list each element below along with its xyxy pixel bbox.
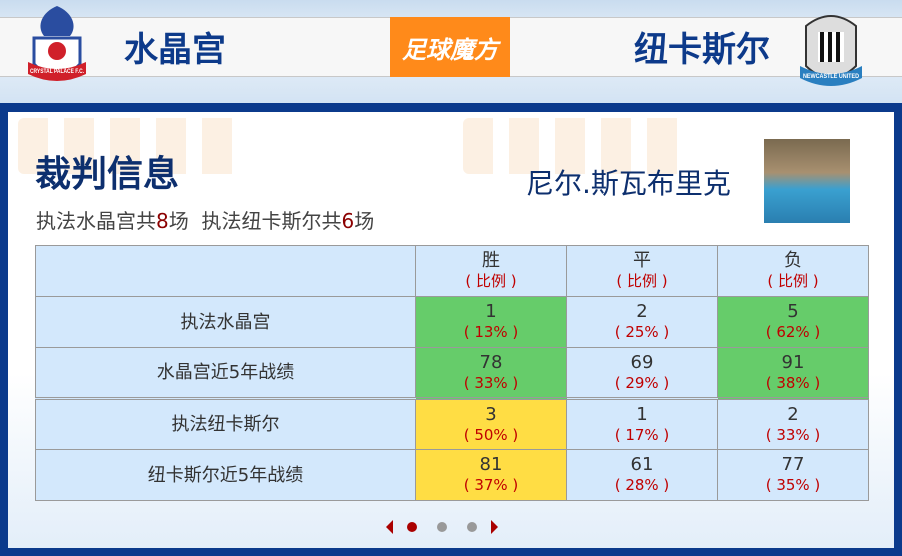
stat-cell: 1( 13% ) bbox=[415, 296, 567, 348]
ratio: ( 29% ) bbox=[614, 373, 670, 392]
home-team-name: 水晶宫 bbox=[124, 30, 226, 70]
away-logo-text: NEWCASTLE UNITED bbox=[803, 74, 860, 80]
brand-logo: 足球魔方 bbox=[390, 17, 510, 77]
stat-cell: 3( 50% ) bbox=[415, 397, 567, 450]
page-dot[interactable] bbox=[437, 522, 447, 532]
ratio: ( 28% ) bbox=[614, 476, 670, 494]
section-title: 裁判信息 bbox=[35, 154, 180, 195]
stat-cell: 69( 29% ) bbox=[566, 347, 718, 399]
table-header-row: 胜( 比例 ) 平( 比例 ) 负( 比例 ) bbox=[35, 245, 869, 297]
count: 2 bbox=[787, 403, 799, 425]
count: 91 bbox=[781, 351, 805, 373]
table-row: 水晶宫近5年战绩 78( 33% ) 69( 29% ) 91( 38% ) bbox=[35, 347, 869, 399]
ratio: ( 37% ) bbox=[463, 476, 519, 494]
ratio: ( 35% ) bbox=[765, 476, 821, 494]
count: 81 bbox=[479, 454, 503, 475]
stat-cell: 1( 17% ) bbox=[566, 397, 718, 450]
newcastle-logo: NEWCASTLE UNITED bbox=[800, 15, 862, 86]
ratio: ( 62% ) bbox=[765, 323, 821, 341]
header-draw: 平( 比例 ) bbox=[566, 245, 718, 297]
ratio: ( 25% ) bbox=[614, 323, 670, 341]
referee-photo bbox=[759, 134, 855, 228]
stat-cell: 2( 25% ) bbox=[566, 296, 718, 348]
watermark bbox=[463, 118, 683, 174]
referee-summary: 执法水晶宫共8场 执法纽卡斯尔共6场 bbox=[36, 209, 375, 233]
count: 2 bbox=[636, 301, 648, 322]
ratio: ( 17% ) bbox=[614, 425, 670, 444]
row-label: 纽卡斯尔近5年战绩 bbox=[35, 449, 416, 501]
ratio: ( 33% ) bbox=[463, 373, 519, 392]
stat-cell: 91( 38% ) bbox=[717, 347, 869, 399]
referee-name: 尼尔.斯瓦布里克 bbox=[526, 167, 731, 200]
referee-stats-table: 胜( 比例 ) 平( 比例 ) 负( 比例 ) 执法水晶宫 1( 13% ) 2( … bbox=[35, 245, 869, 501]
count: 1 bbox=[485, 301, 497, 322]
pager bbox=[386, 520, 498, 534]
table-row: 执法纽卡斯尔 3( 50% ) 1( 17% ) 2( 33% ) bbox=[35, 397, 869, 450]
ratio: ( 38% ) bbox=[765, 373, 821, 392]
ratio: ( 50% ) bbox=[463, 425, 519, 444]
count: 3 bbox=[485, 403, 497, 425]
ratio: ( 13% ) bbox=[463, 323, 519, 341]
stat-cell: 78( 33% ) bbox=[415, 347, 567, 399]
count: 1 bbox=[636, 403, 648, 425]
count: 78 bbox=[479, 351, 503, 373]
count: 61 bbox=[630, 454, 654, 475]
stat-cell: 81( 37% ) bbox=[415, 449, 567, 501]
table-row: 纽卡斯尔近5年战绩 81( 37% ) 61( 28% ) 77( 35% ) bbox=[35, 449, 869, 501]
ratio: ( 33% ) bbox=[765, 425, 821, 444]
page-dot[interactable] bbox=[467, 522, 477, 532]
count: 69 bbox=[630, 351, 654, 373]
next-arrow-icon[interactable] bbox=[491, 520, 498, 534]
stat-cell: 77( 35% ) bbox=[717, 449, 869, 501]
stat-cell: 61( 28% ) bbox=[566, 449, 718, 501]
header-win: 胜( 比例 ) bbox=[415, 245, 567, 297]
row-label: 水晶宫近5年战绩 bbox=[35, 347, 416, 399]
row-label: 执法纽卡斯尔 bbox=[35, 397, 416, 450]
away-team-name: 纽卡斯尔 bbox=[634, 30, 770, 70]
prev-arrow-icon[interactable] bbox=[386, 520, 393, 534]
count: 77 bbox=[781, 454, 805, 475]
header-loss: 负( 比例 ) bbox=[717, 245, 869, 297]
row-label: 执法水晶宫 bbox=[35, 296, 416, 348]
table-row: 执法水晶宫 1( 13% ) 2( 25% ) 5( 62% ) bbox=[35, 296, 869, 348]
home-logo-text: CRYSTAL PALACE F.C. bbox=[30, 69, 84, 75]
watermark bbox=[18, 118, 238, 174]
page-dot[interactable] bbox=[407, 522, 417, 532]
stat-cell: 5( 62% ) bbox=[717, 296, 869, 348]
stat-cell: 2( 33% ) bbox=[717, 397, 869, 450]
crystal-palace-logo: CRYSTAL PALACE F.C. bbox=[28, 6, 86, 81]
count: 5 bbox=[787, 301, 799, 322]
